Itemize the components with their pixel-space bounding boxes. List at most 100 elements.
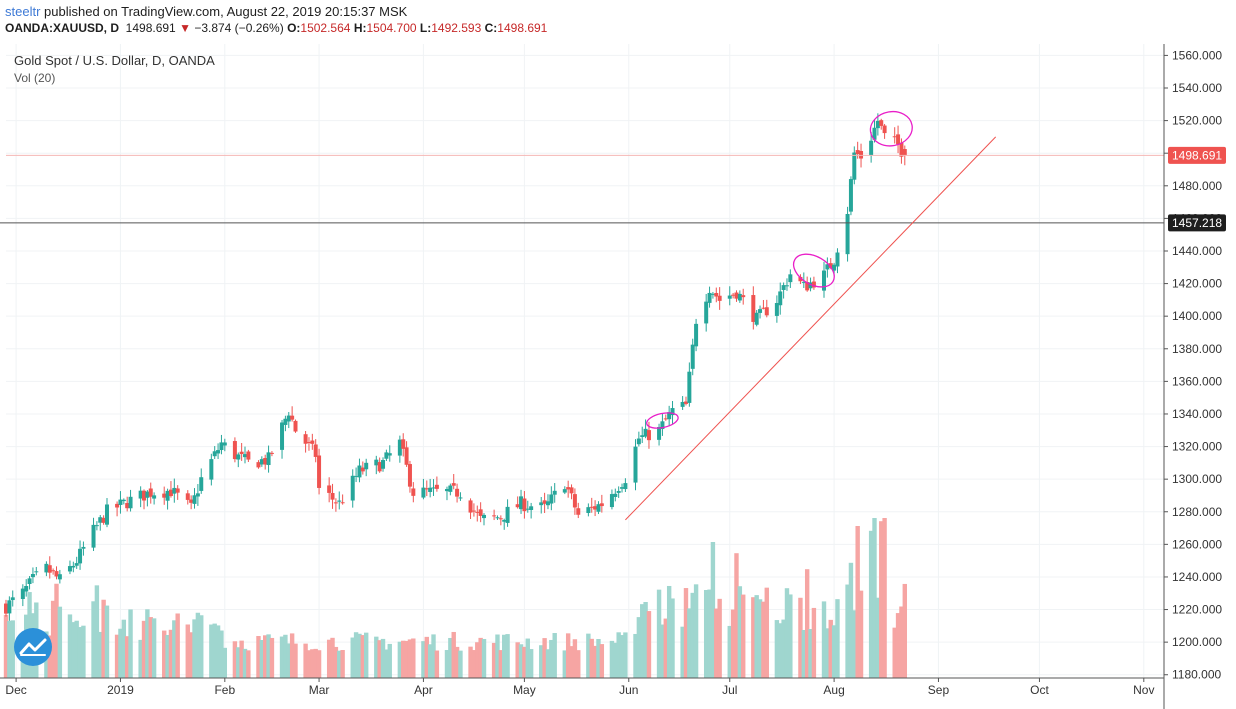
price-axis[interactable]: 1180.000 1200.000 1220.000 1240.000 1260.000… [1163, 44, 1222, 709]
volume-bar [444, 650, 450, 678]
candle [620, 483, 625, 493]
candle [687, 362, 692, 407]
candle [458, 492, 463, 501]
candle [855, 141, 860, 159]
volume-bar [101, 599, 106, 678]
price-tick-label: 1300.000 [1172, 472, 1222, 486]
volume-bar [458, 650, 463, 678]
candle [145, 490, 150, 507]
candle [448, 483, 453, 496]
price-tick-label: 1280.000 [1172, 505, 1222, 519]
candle [896, 125, 901, 154]
candle [751, 286, 756, 330]
candle [286, 412, 291, 429]
candle [67, 560, 72, 575]
volume-bar [572, 639, 578, 678]
candle [879, 118, 884, 130]
candle [10, 590, 15, 607]
time-axis[interactable]: Dec 2019 Feb Mar Apr May Jun Jul Aug Sep Oct Nov [0, 677, 1164, 697]
candle [397, 435, 402, 463]
candle [852, 146, 857, 185]
candle [498, 515, 503, 526]
price-tick-label: 1200.000 [1172, 635, 1222, 649]
volume-bar [737, 586, 743, 678]
volume-bar [619, 635, 625, 678]
candle [236, 452, 241, 468]
volume-bar [801, 629, 807, 678]
candle [451, 474, 456, 490]
change-arrow-icon: ▼ [179, 21, 191, 35]
candle [377, 457, 382, 473]
tradingview-logo-icon[interactable] [14, 628, 52, 666]
volume-bar [764, 587, 769, 678]
volume-bar [666, 585, 672, 678]
low-label: L: [419, 21, 432, 35]
candle [576, 502, 581, 519]
candle [259, 456, 264, 467]
candle [357, 458, 362, 483]
candle [185, 490, 190, 505]
candle [754, 310, 759, 327]
volume-bar [811, 607, 817, 678]
price-tick-label: 1360.000 [1172, 374, 1222, 388]
candle [781, 282, 786, 299]
horizontal-line-price-label: 1457.218 [1172, 216, 1222, 230]
candle [7, 596, 12, 621]
price-tick-label: 1380.000 [1172, 342, 1222, 356]
volume-bar [616, 632, 621, 678]
candle [51, 568, 56, 575]
candle [387, 445, 392, 462]
volume-bar [310, 649, 315, 678]
price-tags: 1498.691 1457.218 [1168, 146, 1226, 232]
volume-bar [660, 624, 665, 678]
candle [761, 299, 766, 310]
volume-bar [353, 632, 359, 678]
price-tick-label: 1240.000 [1172, 570, 1222, 584]
candle [845, 206, 850, 262]
volume-bar [895, 613, 901, 678]
candle [468, 498, 473, 520]
price-tick-label: 1260.000 [1172, 537, 1222, 551]
volume-indicator-label: Vol (20) [14, 71, 55, 85]
candle [310, 433, 315, 450]
candle [562, 486, 567, 495]
time-tick-label: Mar [309, 683, 330, 697]
volume-bar [478, 637, 483, 678]
volume-bar [222, 647, 228, 678]
candle [246, 449, 251, 462]
candle [337, 491, 342, 510]
volume-bar [266, 634, 271, 678]
candle [589, 497, 594, 513]
candle [599, 494, 604, 513]
candle [515, 496, 520, 509]
volume-bar [424, 636, 429, 678]
candle [758, 305, 763, 319]
candle [333, 498, 338, 512]
volume-bar [192, 619, 197, 678]
volume-bar [91, 601, 96, 678]
candle [374, 455, 379, 475]
volume-bar [340, 650, 345, 678]
volume-bar [680, 626, 685, 678]
price-tick-label: 1400.000 [1172, 309, 1222, 323]
candle [125, 496, 130, 512]
volume-bar [475, 642, 480, 678]
volume-bar [431, 634, 436, 678]
candle [142, 489, 147, 510]
candle [710, 291, 715, 299]
candle [623, 478, 628, 492]
candle [189, 495, 194, 510]
author-link[interactable]: steeltr [5, 4, 41, 19]
candle [727, 286, 732, 306]
volume-bar [804, 569, 810, 678]
volume-bar [128, 609, 133, 678]
volume-bar [589, 638, 594, 678]
candle [478, 502, 483, 523]
volume-bars [3, 518, 907, 678]
volume-bar [727, 625, 732, 678]
volume-bar [643, 602, 648, 678]
volume-bar [825, 628, 830, 678]
candle [128, 489, 133, 512]
candle [640, 426, 645, 444]
